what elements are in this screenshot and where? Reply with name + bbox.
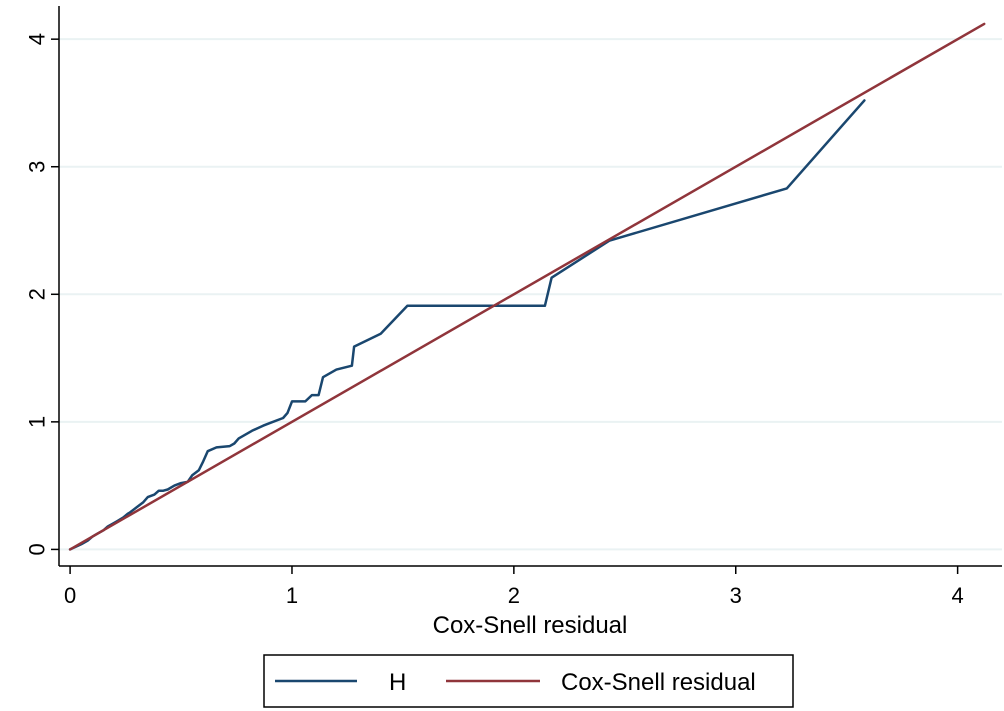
x-tick-label-1: 1 <box>286 583 298 608</box>
x-tick-label-2: 2 <box>508 583 520 608</box>
legend-label-cox-snell: Cox-Snell residual <box>561 669 756 696</box>
x-axis-title: Cox-Snell residual <box>433 612 628 639</box>
y-tick-label-3: 3 <box>25 161 50 173</box>
gridlines <box>59 38 1002 551</box>
x-tick-label-4: 4 <box>951 583 963 608</box>
y-tick-label-0: 0 <box>25 543 50 555</box>
series-lines <box>68 22 986 551</box>
y-tick-label-4: 4 <box>25 33 50 45</box>
y-axis: 0 1 2 3 4 <box>25 6 60 566</box>
series-line-cox-snell-reference <box>68 22 986 551</box>
legend: H Cox-Snell residual <box>263 654 794 708</box>
x-tick-label-3: 3 <box>730 583 742 608</box>
y-tick-label-1: 1 <box>25 416 50 428</box>
y-tick-label-2: 2 <box>25 288 50 300</box>
legend-label-h: H <box>389 669 406 696</box>
x-tick-label-0: 0 <box>64 583 76 608</box>
x-axis: 0 1 2 3 4 <box>59 565 1002 608</box>
